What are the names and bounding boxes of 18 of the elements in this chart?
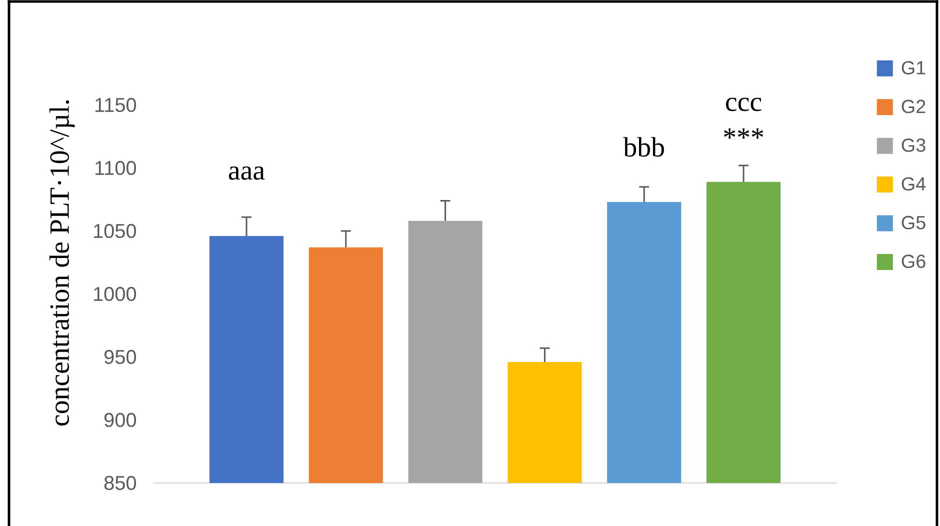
y-tick-label: 950 (104, 350, 136, 364)
y-tick-label: 1150 (95, 98, 136, 112)
y-tick-label: 1000 (94, 286, 136, 302)
annotation: *** (724, 128, 764, 139)
y-tick-label: 900 (104, 412, 136, 428)
legend-label: G1 (902, 61, 926, 74)
legend-label: G5 (902, 216, 926, 230)
legend-label: G3 (902, 138, 926, 152)
legend-label: G4 (902, 177, 926, 191)
annotation: ccc (726, 98, 762, 112)
y-tick-label: 1100 (95, 160, 136, 176)
y-axis-title: concentration de PLT·10^/µl. (49, 100, 75, 426)
y-tick-label: 1050 (94, 224, 136, 238)
annotation: aaa (228, 166, 265, 180)
y-tick-label: 850 (104, 476, 136, 490)
annotation: bbb (623, 137, 664, 157)
legend-label: G6 (902, 254, 926, 268)
legend-label: G2 (902, 100, 926, 114)
